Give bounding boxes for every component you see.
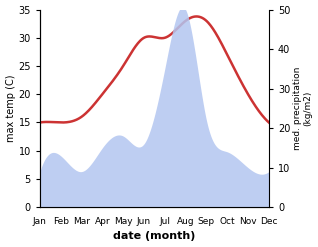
Y-axis label: max temp (C): max temp (C)	[5, 75, 16, 142]
X-axis label: date (month): date (month)	[113, 231, 196, 242]
Y-axis label: med. precipitation
(kg/m2): med. precipitation (kg/m2)	[293, 67, 313, 150]
